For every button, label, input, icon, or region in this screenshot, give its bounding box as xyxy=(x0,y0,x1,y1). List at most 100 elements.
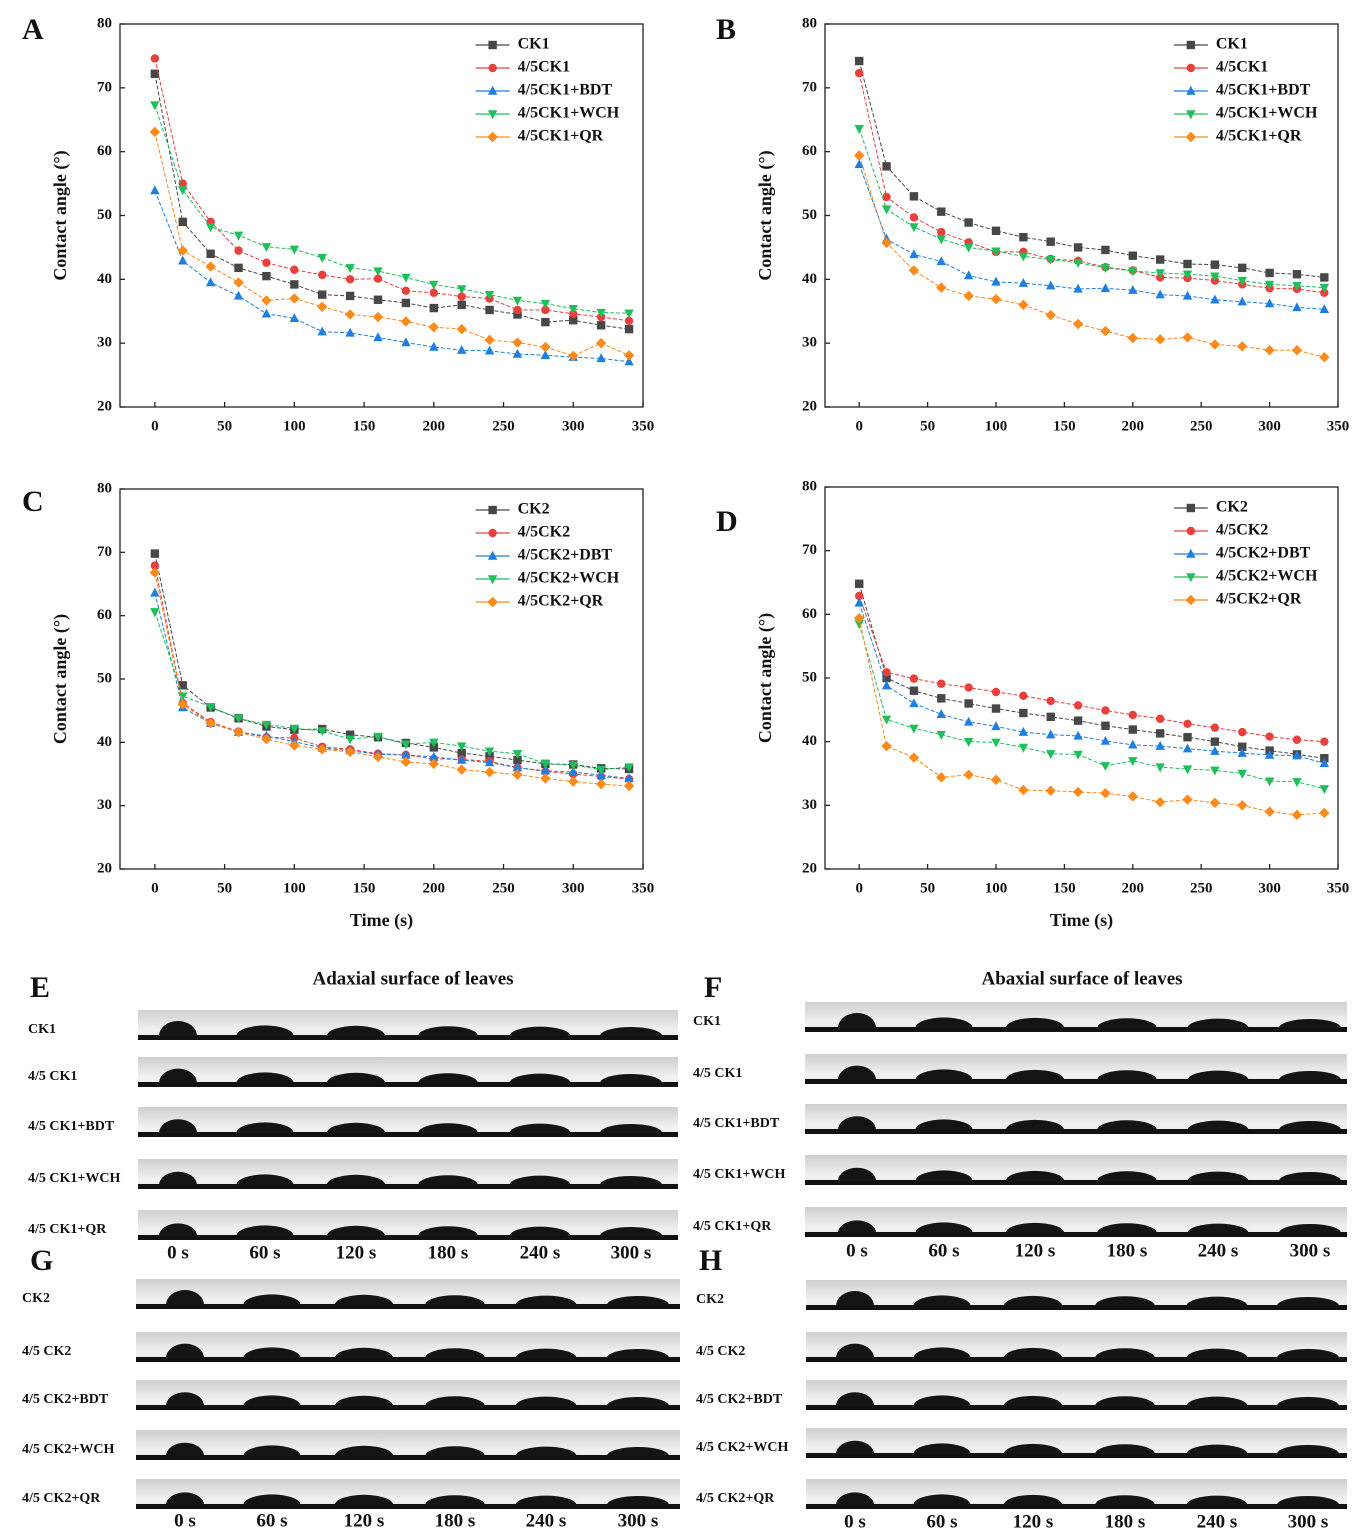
marker xyxy=(1018,252,1029,262)
substrate xyxy=(138,1082,678,1087)
x-tick-label: 150 xyxy=(1053,418,1076,434)
droplet xyxy=(915,1222,973,1233)
droplet xyxy=(1005,1170,1065,1181)
marker xyxy=(345,730,355,739)
marker xyxy=(1128,757,1138,766)
marker xyxy=(568,761,578,771)
droplet xyxy=(236,1225,294,1236)
time-label: 180 s xyxy=(1107,1240,1148,1261)
marker xyxy=(1319,758,1330,768)
y-tick-label: 60 xyxy=(97,607,112,623)
time-label: 0 s xyxy=(844,1511,866,1532)
marker xyxy=(541,317,550,327)
marker xyxy=(513,755,522,765)
droplet xyxy=(836,1440,874,1454)
legend-marker xyxy=(488,528,497,538)
marker xyxy=(400,756,412,768)
marker xyxy=(178,692,188,702)
substrate xyxy=(806,1453,1347,1458)
row-label: 4/5 CK1+BDT xyxy=(28,1119,115,1134)
series-line xyxy=(858,602,1325,764)
marker xyxy=(261,243,272,252)
marker xyxy=(1045,785,1056,796)
marker xyxy=(596,308,606,318)
marker xyxy=(855,591,864,601)
marker xyxy=(513,310,522,319)
droplet xyxy=(1187,1018,1249,1028)
row-label: 4/5 CK1+BDT xyxy=(693,1116,780,1131)
droplet xyxy=(1277,1445,1339,1454)
marker xyxy=(1155,763,1165,773)
marker xyxy=(205,718,216,729)
droplet xyxy=(1187,1120,1249,1130)
marker xyxy=(854,620,864,630)
marker xyxy=(1046,750,1056,759)
marker xyxy=(484,766,495,778)
droplet xyxy=(166,1392,204,1406)
series-line xyxy=(858,623,1325,790)
series-line xyxy=(858,73,1325,294)
legend-label: 4/5CK1 xyxy=(1216,59,1268,76)
y-tick-label: 20 xyxy=(802,398,817,414)
marker xyxy=(290,265,299,274)
droplet xyxy=(166,1290,204,1305)
droplet xyxy=(243,1395,301,1406)
marker xyxy=(1292,270,1302,279)
droplet xyxy=(1003,1395,1063,1406)
marker xyxy=(178,217,187,227)
droplet xyxy=(1186,1495,1248,1505)
marker xyxy=(428,758,439,770)
marker xyxy=(150,101,160,111)
marker xyxy=(540,341,551,353)
droplet xyxy=(1097,1120,1157,1130)
marker xyxy=(1128,251,1137,260)
x-tick-label: 0 xyxy=(151,418,159,434)
droplet xyxy=(334,1294,394,1305)
droplet xyxy=(509,1123,571,1133)
droplet xyxy=(1005,1222,1065,1233)
marker xyxy=(1100,325,1111,337)
time-label: 60 s xyxy=(249,1242,280,1263)
marker xyxy=(624,324,634,334)
y-tick-label: 30 xyxy=(802,335,817,351)
marker xyxy=(596,353,606,363)
row-label: 4/5 CK1+WCH xyxy=(28,1171,120,1186)
droplet xyxy=(236,1072,294,1083)
row-label: 4/5 CK1 xyxy=(28,1069,77,1084)
droplet xyxy=(915,1017,973,1028)
droplet xyxy=(838,1167,876,1181)
marker xyxy=(1101,245,1110,255)
substrate xyxy=(805,1129,1347,1134)
marker xyxy=(1100,283,1111,292)
panel-label: F xyxy=(704,971,722,1004)
marker xyxy=(1182,332,1193,343)
droplet xyxy=(1187,1223,1249,1233)
droplet xyxy=(425,1348,485,1358)
marker xyxy=(936,256,946,266)
series-line xyxy=(154,190,630,363)
row-label: 4/5 CK2 xyxy=(22,1344,71,1359)
marker xyxy=(1264,344,1275,356)
x-tick-label: 50 xyxy=(920,418,935,434)
y-tick-label: 80 xyxy=(802,478,817,494)
marker xyxy=(909,213,919,222)
legend-label: 4/5CK1+QR xyxy=(518,128,604,145)
marker xyxy=(991,738,1001,748)
series-line xyxy=(154,73,630,330)
time-label: 60 s xyxy=(256,1510,287,1531)
droplet xyxy=(600,1227,662,1236)
droplet xyxy=(1005,1069,1065,1080)
substrate xyxy=(138,1035,678,1040)
x-tick-label: 200 xyxy=(1122,418,1145,434)
x-tick-label: 50 xyxy=(217,880,232,896)
marker xyxy=(937,679,946,688)
marker xyxy=(882,192,891,202)
marker xyxy=(1264,280,1275,290)
time-label: 180 s xyxy=(1105,1511,1146,1532)
marker xyxy=(1319,807,1330,819)
series-line xyxy=(154,131,630,357)
marker xyxy=(1155,729,1165,738)
time-label: 60 s xyxy=(928,1240,959,1261)
marker xyxy=(1292,282,1302,291)
legend-label: 4/5CK1+WCH xyxy=(518,105,620,122)
